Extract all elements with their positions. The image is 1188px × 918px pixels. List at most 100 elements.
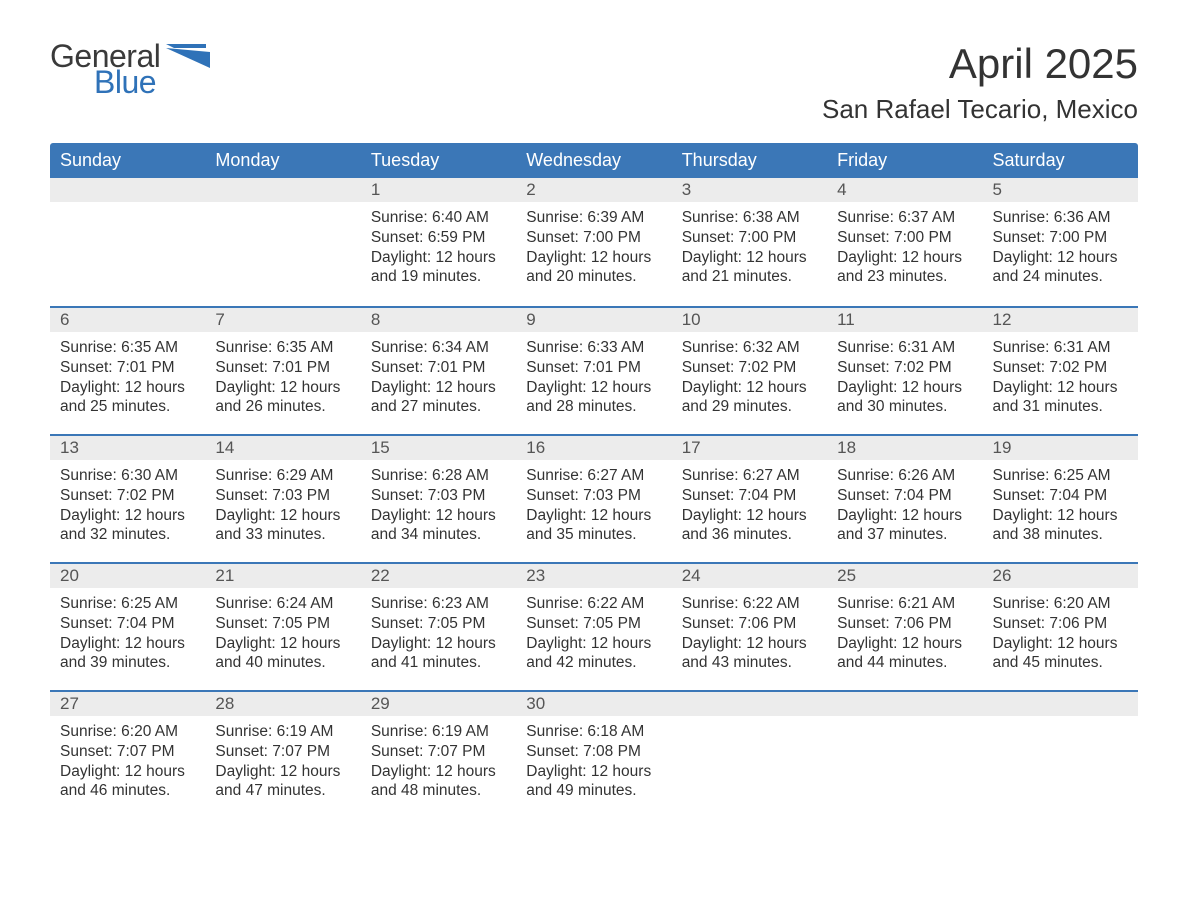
day-number: 17 — [672, 438, 701, 458]
sunset-text: Sunset: 7:01 PM — [526, 358, 663, 378]
daylight-text-1: Daylight: 12 hours — [60, 378, 197, 398]
calendar-cell: 29Sunrise: 6:19 AMSunset: 7:07 PMDayligh… — [361, 692, 516, 818]
cell-body: Sunrise: 6:30 AMSunset: 7:02 PMDaylight:… — [50, 460, 205, 545]
daylight-text-1: Daylight: 12 hours — [60, 506, 197, 526]
day-number: 20 — [50, 566, 79, 586]
sunset-text: Sunset: 7:06 PM — [993, 614, 1130, 634]
daynum-row: 6 — [50, 308, 205, 332]
sunset-text: Sunset: 7:01 PM — [215, 358, 352, 378]
calendar-week: 27Sunrise: 6:20 AMSunset: 7:07 PMDayligh… — [50, 690, 1138, 818]
calendar-cell: 6Sunrise: 6:35 AMSunset: 7:01 PMDaylight… — [50, 308, 205, 434]
calendar-cell: 18Sunrise: 6:26 AMSunset: 7:04 PMDayligh… — [827, 436, 982, 562]
daynum-row: 28 — [205, 692, 360, 716]
calendar-cell: 21Sunrise: 6:24 AMSunset: 7:05 PMDayligh… — [205, 564, 360, 690]
daynum-row: 30 — [516, 692, 671, 716]
calendar-cell: 7Sunrise: 6:35 AMSunset: 7:01 PMDaylight… — [205, 308, 360, 434]
flag-icon — [166, 44, 214, 72]
calendar-cell: 2Sunrise: 6:39 AMSunset: 7:00 PMDaylight… — [516, 178, 671, 306]
sunset-text: Sunset: 6:59 PM — [371, 228, 508, 248]
sunrise-text: Sunrise: 6:34 AM — [371, 338, 508, 358]
daynum-row: 25 — [827, 564, 982, 588]
dayhead-sat: Saturday — [983, 143, 1138, 178]
daylight-text-2: and 35 minutes. — [526, 525, 663, 545]
cell-body: Sunrise: 6:27 AMSunset: 7:03 PMDaylight:… — [516, 460, 671, 545]
calendar-cell — [205, 178, 360, 306]
daylight-text-2: and 39 minutes. — [60, 653, 197, 673]
daylight-text-2: and 36 minutes. — [682, 525, 819, 545]
cell-body: Sunrise: 6:38 AMSunset: 7:00 PMDaylight:… — [672, 202, 827, 287]
dayhead-mon: Monday — [205, 143, 360, 178]
daylight-text-1: Daylight: 12 hours — [526, 506, 663, 526]
sunset-text: Sunset: 7:03 PM — [371, 486, 508, 506]
sunset-text: Sunset: 7:07 PM — [371, 742, 508, 762]
cell-body: Sunrise: 6:32 AMSunset: 7:02 PMDaylight:… — [672, 332, 827, 417]
daynum-row — [827, 692, 982, 716]
calendar-cell: 19Sunrise: 6:25 AMSunset: 7:04 PMDayligh… — [983, 436, 1138, 562]
daynum-row: 5 — [983, 178, 1138, 202]
daylight-text-1: Daylight: 12 hours — [993, 248, 1130, 268]
cell-body: Sunrise: 6:26 AMSunset: 7:04 PMDaylight:… — [827, 460, 982, 545]
daynum-row: 7 — [205, 308, 360, 332]
sunrise-text: Sunrise: 6:27 AM — [682, 466, 819, 486]
cell-body: Sunrise: 6:36 AMSunset: 7:00 PMDaylight:… — [983, 202, 1138, 287]
daynum-row: 8 — [361, 308, 516, 332]
calendar-week: 6Sunrise: 6:35 AMSunset: 7:01 PMDaylight… — [50, 306, 1138, 434]
sunrise-text: Sunrise: 6:33 AM — [526, 338, 663, 358]
calendar-cell: 16Sunrise: 6:27 AMSunset: 7:03 PMDayligh… — [516, 436, 671, 562]
daylight-text-2: and 37 minutes. — [837, 525, 974, 545]
daylight-text-1: Daylight: 12 hours — [526, 378, 663, 398]
daylight-text-2: and 33 minutes. — [215, 525, 352, 545]
calendar-cell: 15Sunrise: 6:28 AMSunset: 7:03 PMDayligh… — [361, 436, 516, 562]
cell-body: Sunrise: 6:37 AMSunset: 7:00 PMDaylight:… — [827, 202, 982, 287]
sunset-text: Sunset: 7:07 PM — [215, 742, 352, 762]
daynum-row — [50, 178, 205, 202]
sunrise-text: Sunrise: 6:25 AM — [993, 466, 1130, 486]
daylight-text-2: and 27 minutes. — [371, 397, 508, 417]
calendar-cell — [672, 692, 827, 818]
daylight-text-2: and 47 minutes. — [215, 781, 352, 801]
daylight-text-2: and 31 minutes. — [993, 397, 1130, 417]
daylight-text-1: Daylight: 12 hours — [993, 378, 1130, 398]
sunrise-text: Sunrise: 6:28 AM — [371, 466, 508, 486]
sunset-text: Sunset: 7:04 PM — [993, 486, 1130, 506]
daylight-text-2: and 21 minutes. — [682, 267, 819, 287]
daynum-row: 27 — [50, 692, 205, 716]
sunset-text: Sunset: 7:05 PM — [371, 614, 508, 634]
daylight-text-1: Daylight: 12 hours — [371, 248, 508, 268]
daynum-row: 11 — [827, 308, 982, 332]
sunrise-text: Sunrise: 6:24 AM — [215, 594, 352, 614]
daynum-row: 16 — [516, 436, 671, 460]
day-number: 15 — [361, 438, 390, 458]
day-number: 7 — [205, 310, 224, 330]
calendar-cell: 30Sunrise: 6:18 AMSunset: 7:08 PMDayligh… — [516, 692, 671, 818]
sunrise-text: Sunrise: 6:32 AM — [682, 338, 819, 358]
daylight-text-2: and 32 minutes. — [60, 525, 197, 545]
sunrise-text: Sunrise: 6:29 AM — [215, 466, 352, 486]
sunrise-text: Sunrise: 6:30 AM — [60, 466, 197, 486]
calendar-cell — [50, 178, 205, 306]
daylight-text-2: and 40 minutes. — [215, 653, 352, 673]
day-number: 14 — [205, 438, 234, 458]
calendar-cell: 24Sunrise: 6:22 AMSunset: 7:06 PMDayligh… — [672, 564, 827, 690]
daylight-text-1: Daylight: 12 hours — [60, 634, 197, 654]
sunrise-text: Sunrise: 6:35 AM — [215, 338, 352, 358]
cell-body: Sunrise: 6:23 AMSunset: 7:05 PMDaylight:… — [361, 588, 516, 673]
daylight-text-2: and 48 minutes. — [371, 781, 508, 801]
cell-body: Sunrise: 6:20 AMSunset: 7:07 PMDaylight:… — [50, 716, 205, 801]
day-number: 22 — [361, 566, 390, 586]
daylight-text-2: and 43 minutes. — [682, 653, 819, 673]
daylight-text-1: Daylight: 12 hours — [837, 634, 974, 654]
daylight-text-2: and 44 minutes. — [837, 653, 974, 673]
day-number: 21 — [205, 566, 234, 586]
sunrise-text: Sunrise: 6:31 AM — [837, 338, 974, 358]
sunrise-text: Sunrise: 6:22 AM — [682, 594, 819, 614]
calendar-week: 13Sunrise: 6:30 AMSunset: 7:02 PMDayligh… — [50, 434, 1138, 562]
daynum-row: 1 — [361, 178, 516, 202]
sunset-text: Sunset: 7:00 PM — [682, 228, 819, 248]
daynum-row: 18 — [827, 436, 982, 460]
daynum-row: 15 — [361, 436, 516, 460]
calendar-cell: 5Sunrise: 6:36 AMSunset: 7:00 PMDaylight… — [983, 178, 1138, 306]
daylight-text-2: and 25 minutes. — [60, 397, 197, 417]
calendar-cell: 8Sunrise: 6:34 AMSunset: 7:01 PMDaylight… — [361, 308, 516, 434]
calendar-cell: 27Sunrise: 6:20 AMSunset: 7:07 PMDayligh… — [50, 692, 205, 818]
